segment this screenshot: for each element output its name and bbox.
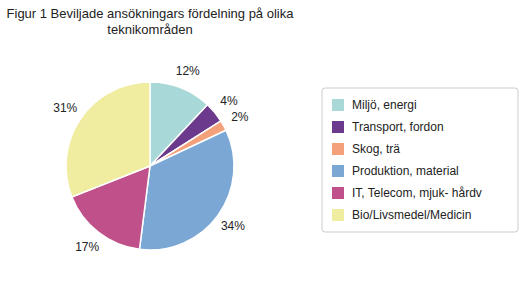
legend-swatch — [332, 99, 344, 111]
legend-frame — [322, 88, 518, 232]
legend-label: Produktion, material — [352, 164, 459, 178]
legend: Miljö, energi Transport, fordon Skog, trä P… — [322, 88, 518, 232]
data-label: 17% — [75, 240, 99, 254]
data-label: 31% — [53, 101, 77, 115]
legend-label: Miljö, energi — [352, 98, 417, 112]
data-label: 2% — [231, 110, 249, 124]
data-label: 12% — [176, 64, 200, 78]
data-label: 34% — [221, 219, 245, 233]
slices — [66, 82, 234, 250]
legend-swatch — [332, 209, 344, 221]
chart-title: Figur 1 Beviljade ansökningars fördelnin… — [0, 6, 300, 38]
chart-canvas: 12% 4% 2% 34% 17% 31% Miljö, energi Transport, … — [0, 0, 525, 288]
pie-slice — [139, 130, 234, 250]
legend-swatch — [332, 143, 344, 155]
data-labels: 12% 4% 2% 34% 17% 31% — [53, 64, 249, 254]
legend-label: IT, Telecom, mjuk- hårdv — [352, 186, 482, 200]
legend-label: Skog, trä — [352, 142, 400, 156]
legend-label: Transport, fordon — [352, 120, 444, 134]
legend-swatch — [332, 165, 344, 177]
legend-swatch — [332, 121, 344, 133]
data-label: 4% — [220, 94, 238, 108]
legend-swatch — [332, 187, 344, 199]
legend-label: Bio/Livsmedel/Medicin — [352, 208, 471, 222]
pie-slice — [66, 82, 150, 197]
